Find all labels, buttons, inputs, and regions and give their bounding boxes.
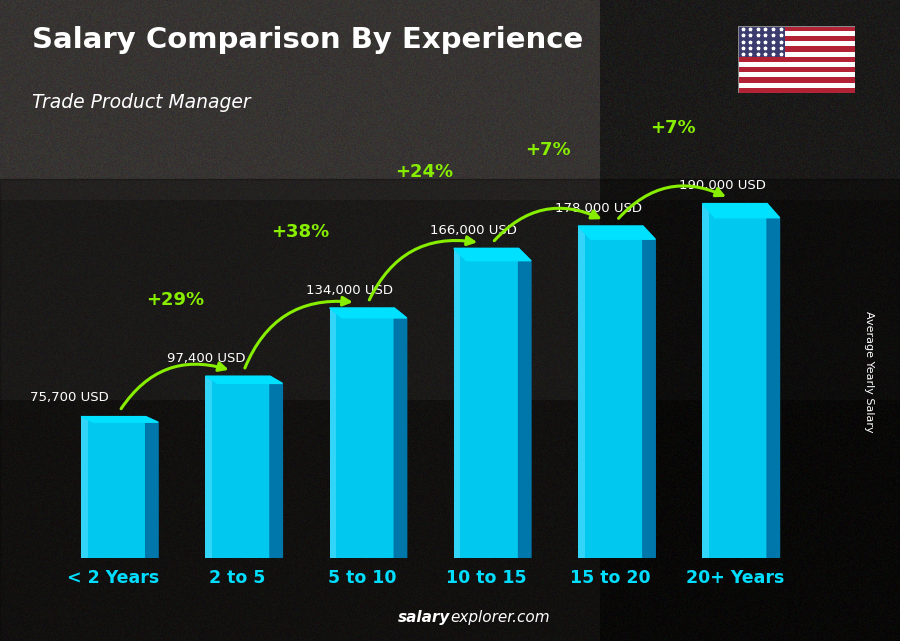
Polygon shape bbox=[329, 308, 407, 318]
Bar bbox=[738, 67, 855, 72]
FancyBboxPatch shape bbox=[205, 376, 270, 558]
Bar bbox=[738, 88, 855, 93]
FancyBboxPatch shape bbox=[81, 417, 146, 558]
Text: +38%: +38% bbox=[271, 223, 328, 241]
Polygon shape bbox=[518, 248, 531, 558]
FancyBboxPatch shape bbox=[454, 248, 518, 558]
Polygon shape bbox=[205, 376, 283, 383]
Bar bbox=[738, 36, 855, 41]
Text: +29%: +29% bbox=[147, 291, 204, 309]
Polygon shape bbox=[454, 248, 531, 261]
Text: +24%: +24% bbox=[395, 163, 453, 181]
Text: explorer.com: explorer.com bbox=[450, 610, 550, 625]
FancyBboxPatch shape bbox=[578, 226, 643, 558]
Text: Trade Product Manager: Trade Product Manager bbox=[32, 93, 250, 112]
Bar bbox=[205, 376, 212, 558]
Bar bbox=[738, 56, 855, 62]
Bar bbox=[738, 62, 855, 67]
Bar bbox=[738, 51, 855, 56]
Text: 75,700 USD: 75,700 USD bbox=[31, 390, 109, 404]
Bar bbox=[738, 31, 855, 36]
Bar bbox=[738, 72, 855, 78]
Text: Average Yearly Salary: Average Yearly Salary bbox=[863, 311, 874, 433]
Text: Salary Comparison By Experience: Salary Comparison By Experience bbox=[32, 26, 583, 54]
Polygon shape bbox=[703, 204, 779, 218]
Bar bbox=[738, 26, 785, 56]
Polygon shape bbox=[578, 226, 655, 239]
Bar bbox=[81, 417, 87, 558]
Polygon shape bbox=[767, 204, 779, 558]
Polygon shape bbox=[643, 226, 655, 558]
Bar bbox=[329, 308, 336, 558]
Bar bbox=[454, 248, 461, 558]
Bar bbox=[0, 179, 900, 641]
Polygon shape bbox=[81, 417, 158, 422]
Bar bbox=[738, 26, 855, 31]
Bar bbox=[738, 41, 855, 46]
Bar bbox=[738, 46, 855, 51]
Text: 178,000 USD: 178,000 USD bbox=[554, 202, 642, 215]
Bar bbox=[578, 226, 585, 558]
Polygon shape bbox=[394, 308, 407, 558]
Text: 134,000 USD: 134,000 USD bbox=[306, 284, 393, 297]
Text: 166,000 USD: 166,000 USD bbox=[430, 224, 518, 237]
Text: +7%: +7% bbox=[650, 119, 696, 137]
Bar bbox=[738, 78, 855, 83]
Bar bbox=[703, 204, 709, 558]
FancyBboxPatch shape bbox=[703, 204, 767, 558]
Polygon shape bbox=[270, 376, 283, 558]
Text: +7%: +7% bbox=[526, 141, 572, 159]
Text: 190,000 USD: 190,000 USD bbox=[679, 179, 766, 192]
Polygon shape bbox=[146, 417, 158, 558]
Text: salary: salary bbox=[398, 610, 450, 625]
Bar bbox=[738, 83, 855, 88]
Text: 97,400 USD: 97,400 USD bbox=[167, 352, 246, 365]
FancyBboxPatch shape bbox=[329, 308, 394, 558]
